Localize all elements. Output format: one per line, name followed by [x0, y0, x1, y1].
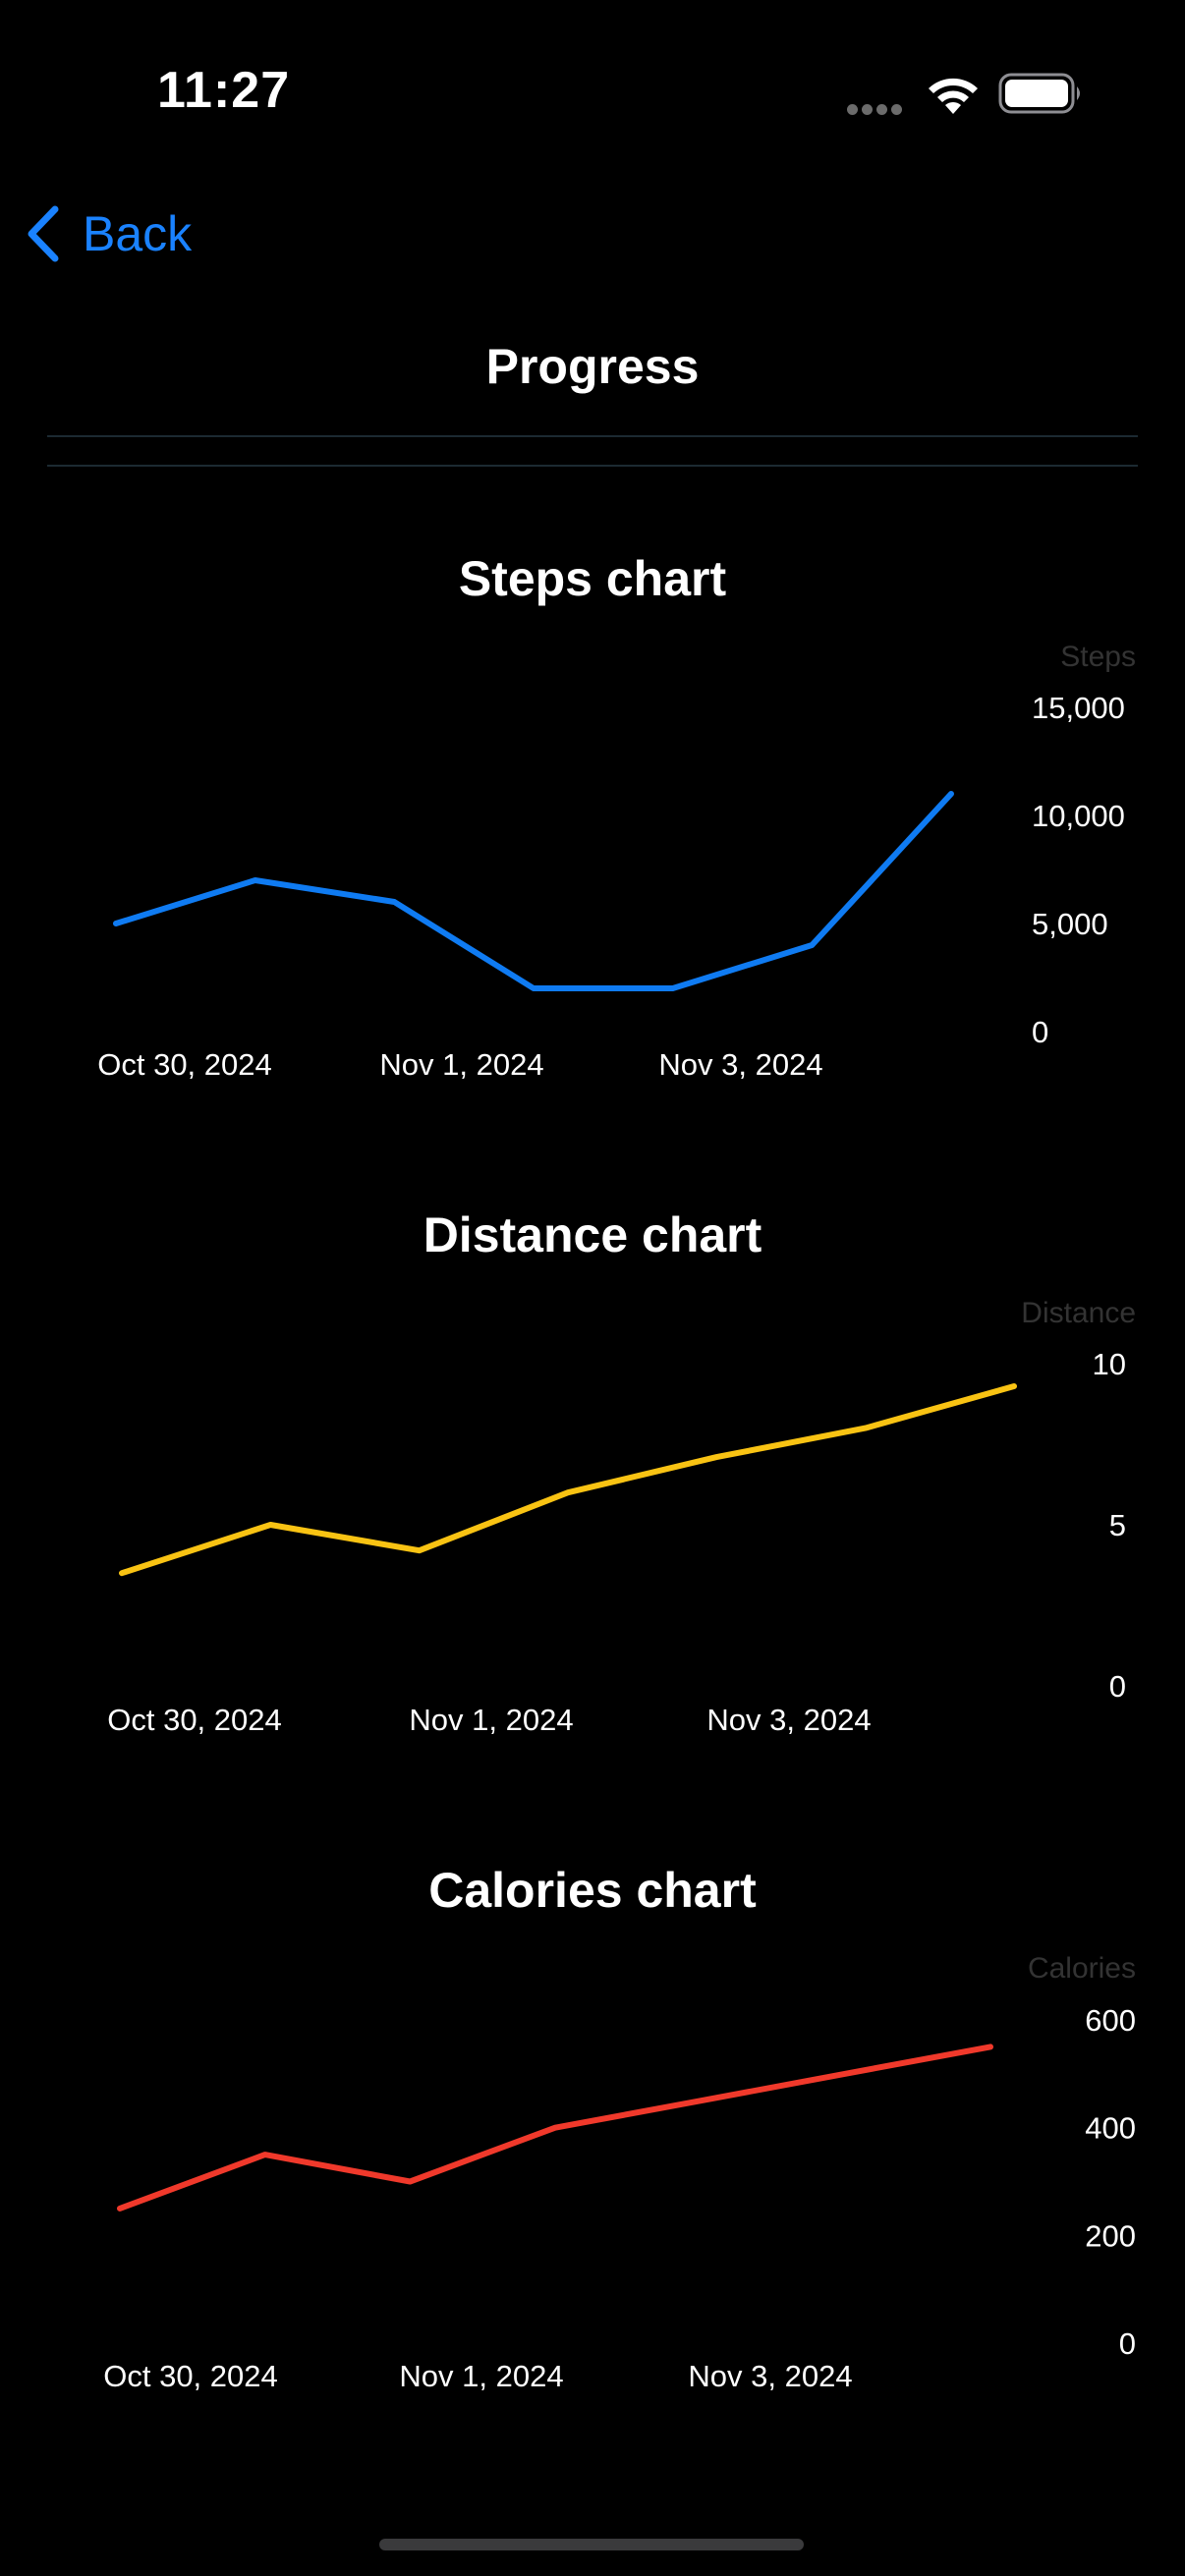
y-tick-label: 15,000 [1032, 691, 1125, 725]
steps-chart: Steps chart Steps 0 5,000 10,000 15,000 Oct 3… [0, 550, 1185, 1100]
y-tick-label: 400 [1085, 2111, 1136, 2146]
y-axis-title: Distance [1021, 1297, 1136, 1329]
data-point [713, 1454, 719, 1460]
data-point [565, 1489, 571, 1495]
page-title: Progress [485, 339, 700, 394]
data-point [670, 985, 676, 991]
series-line [113, 791, 954, 991]
x-tick-label: Nov 1, 2024 [399, 2359, 563, 2393]
data-point [842, 2071, 848, 2077]
data-point [698, 2098, 704, 2103]
series-line [119, 1383, 1017, 1577]
data-point [262, 2152, 268, 2157]
status-bar: 11:27 [0, 0, 1185, 187]
y-axis-title: Steps [1060, 641, 1136, 673]
chevron-left-icon [28, 205, 59, 262]
distance-chart: Distance chart Distance 0 5 10 Oct 30, 2024 N… [0, 1206, 1185, 1757]
x-tick-label: Oct 30, 2024 [97, 1047, 272, 1082]
wifi-icon [929, 78, 978, 114]
series-line [117, 2044, 993, 2212]
data-point [113, 921, 119, 926]
status-time: 11:27 [157, 62, 291, 119]
distance-chart-plot: Distance 0 5 10 Oct 30, 2024 Nov 1, 2024 Nov 3… [107, 1297, 1136, 1737]
x-tick-label: Nov 3, 2024 [688, 2359, 852, 2393]
divider [47, 465, 1138, 467]
data-point [119, 1570, 125, 1576]
y-tick-label: 0 [1109, 1669, 1126, 1704]
y-tick-label: 0 [1119, 2326, 1136, 2361]
y-tick-label: 5 [1109, 1508, 1126, 1542]
data-point [391, 899, 397, 905]
back-label: Back [83, 206, 193, 261]
x-tick-label: Oct 30, 2024 [107, 1703, 282, 1737]
y-tick-label: 600 [1085, 2003, 1136, 2038]
data-point [531, 985, 536, 991]
x-tick-label: Nov 1, 2024 [409, 1703, 573, 1737]
home-indicator [379, 2539, 804, 2550]
calories-chart-plot: Calories 0 200 400 600 Oct 30, 2024 Nov 1, 202… [103, 1952, 1136, 2393]
y-tick-label: 10,000 [1032, 799, 1125, 833]
y-tick-label: 0 [1032, 1015, 1048, 1049]
battery-icon [998, 73, 1080, 114]
y-tick-label: 10 [1093, 1347, 1126, 1381]
data-point [988, 2044, 993, 2049]
divider [47, 435, 1138, 437]
data-point [117, 2206, 123, 2212]
x-tick-label: Nov 3, 2024 [706, 1703, 871, 1737]
x-tick-label: Oct 30, 2024 [103, 2359, 278, 2393]
data-point [253, 877, 258, 883]
y-tick-label: 200 [1085, 2218, 1136, 2253]
data-point [407, 2179, 413, 2185]
cellular-signal-icon [847, 102, 906, 120]
chart-title: Steps chart [458, 551, 727, 606]
data-point [863, 1426, 869, 1431]
chart-title: Distance chart [423, 1207, 762, 1262]
data-point [552, 2125, 558, 2131]
data-point [809, 942, 815, 948]
x-tick-label: Nov 1, 2024 [379, 1047, 543, 1082]
y-tick-label: 5,000 [1032, 907, 1108, 941]
data-point [1011, 1383, 1017, 1389]
data-point [948, 791, 954, 797]
chart-title: Calories chart [428, 1863, 757, 1918]
data-point [417, 1547, 423, 1553]
y-axis-title: Calories [1028, 1952, 1136, 1985]
x-tick-label: Nov 3, 2024 [658, 1047, 822, 1082]
back-button[interactable]: Back [24, 195, 192, 273]
data-point [267, 1522, 273, 1528]
steps-chart-plot: Steps 0 5,000 10,000 15,000 Oct 30, 2024 Nov 1… [97, 641, 1136, 1082]
calories-chart: Calories chart Calories 0 200 400 600 Oct 30,… [0, 1862, 1185, 2412]
